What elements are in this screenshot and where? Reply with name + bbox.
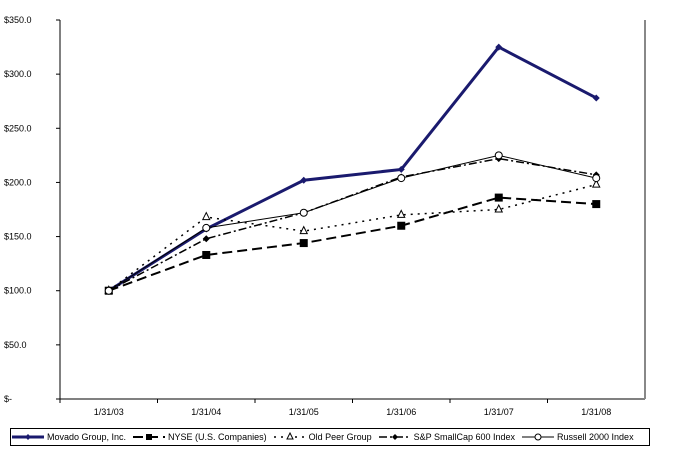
series-1 — [104, 193, 601, 295]
x-tick-label: 1/31/07 — [484, 407, 514, 417]
series-line — [108, 154, 597, 292]
legend-label: NYSE (U.S. Companies) — [168, 432, 267, 442]
data-point — [300, 176, 308, 184]
legend: Movado Group, Inc. NYSE (U.S. Companies) O… — [10, 428, 650, 446]
data-point — [494, 151, 503, 160]
data-point — [592, 174, 601, 183]
legend-item: Movado Group, Inc. — [11, 432, 126, 442]
x-tick-label: 1/31/08 — [581, 407, 611, 417]
data-point — [202, 223, 211, 232]
plot-area: $- $50.0 $100.0 $150.0 $200.0 $250.0 $300.0 $35… — [4, 15, 646, 417]
data-point — [396, 209, 406, 218]
data-point — [202, 250, 211, 259]
data-point — [592, 94, 600, 102]
series-line — [107, 45, 597, 292]
x-tick-label: 1/31/03 — [94, 407, 124, 417]
legend-swatch — [378, 434, 411, 440]
series-2 — [104, 178, 601, 294]
data-point — [397, 221, 406, 230]
y-tick-label: $- — [4, 394, 12, 404]
data-point — [494, 203, 504, 213]
legend-swatch — [522, 433, 555, 441]
y-tick-label: $300.0 — [4, 69, 32, 79]
y-tick-label: $50.0 — [4, 340, 27, 350]
legend-item: NYSE (U.S. Companies) — [132, 432, 267, 442]
y-tick-label: $200.0 — [4, 177, 32, 187]
legend-swatch — [12, 434, 44, 440]
data-point — [592, 200, 601, 209]
legend-swatch — [133, 434, 166, 440]
legend-label: S&P SmallCap 600 Index — [413, 432, 516, 442]
data-point — [397, 165, 405, 173]
data-point — [202, 235, 210, 243]
data-point — [299, 239, 308, 248]
legend-swatch — [273, 432, 306, 440]
legend-item: Old Peer Group — [273, 432, 372, 442]
data-point — [299, 208, 308, 217]
legend-label: Movado Group, Inc. — [47, 432, 127, 442]
x-tick-label: 1/31/05 — [289, 407, 319, 417]
y-tick-label: $250.0 — [4, 123, 32, 133]
legend-item: S&P SmallCap 600 Index — [378, 432, 515, 442]
series-4 — [104, 151, 601, 295]
data-point — [591, 178, 601, 188]
data-point — [201, 211, 211, 221]
y-tick-label: $350.0 — [4, 15, 32, 25]
y-tick-label: $150.0 — [4, 232, 32, 242]
legend-label: Russell 2000 Index — [557, 432, 634, 442]
data-point — [299, 225, 309, 235]
legend-label: Old Peer Group — [308, 432, 372, 442]
series-line — [108, 157, 597, 292]
data-point — [397, 174, 406, 183]
x-tick-label: 1/31/04 — [191, 407, 221, 417]
x-tick-label: 1/31/06 — [386, 407, 416, 417]
data-point — [495, 43, 503, 51]
y-tick-label: $100.0 — [4, 286, 32, 296]
data-point — [104, 286, 113, 295]
legend-item: Russell 2000 Index — [521, 432, 634, 442]
data-point — [494, 193, 503, 202]
series-0 — [105, 43, 600, 295]
series-line — [108, 183, 597, 292]
